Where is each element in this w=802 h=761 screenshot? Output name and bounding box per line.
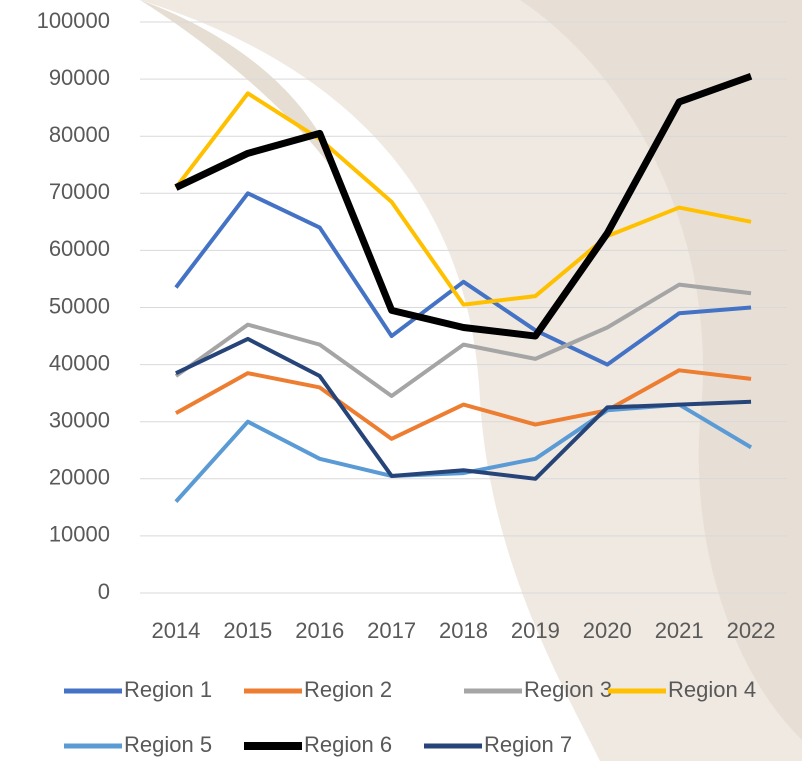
legend-label: Region 7 bbox=[484, 732, 572, 757]
y-tick-label: 40000 bbox=[49, 350, 110, 375]
line-series bbox=[174, 368, 752, 441]
x-tick-label: 2015 bbox=[223, 618, 272, 643]
x-tick-label: 2016 bbox=[295, 618, 344, 643]
y-tick-label: 90000 bbox=[49, 65, 110, 90]
y-tick-label: 60000 bbox=[49, 236, 110, 261]
y-tick-label: 50000 bbox=[49, 293, 110, 318]
line-series bbox=[174, 191, 752, 367]
legend-label: Region 2 bbox=[304, 677, 392, 702]
y-tick-label: 30000 bbox=[49, 408, 110, 433]
line-series bbox=[174, 282, 752, 399]
y-tick-label: 100000 bbox=[37, 8, 110, 33]
x-tick-label: 2014 bbox=[151, 618, 200, 643]
x-tick-label: 2017 bbox=[367, 618, 416, 643]
y-tick-label: 10000 bbox=[49, 522, 110, 547]
x-tick-label: 2018 bbox=[439, 618, 488, 643]
x-tick-label: 2022 bbox=[727, 618, 776, 643]
x-tick-label: 2019 bbox=[511, 618, 560, 643]
x-tick-label: 2020 bbox=[583, 618, 632, 643]
x-tick-label: 2021 bbox=[655, 618, 704, 643]
line-series bbox=[174, 91, 752, 307]
legend-label: Region 4 bbox=[668, 677, 756, 702]
legend-label: Region 5 bbox=[124, 732, 212, 757]
legend-label: Region 6 bbox=[304, 732, 392, 757]
background-swirl bbox=[520, 0, 802, 740]
legend-label: Region 1 bbox=[124, 677, 212, 702]
legend-label: Region 3 bbox=[524, 677, 612, 702]
line-series bbox=[175, 336, 752, 481]
background-shape bbox=[140, 0, 802, 761]
y-tick-label: 70000 bbox=[49, 179, 110, 204]
line-series bbox=[174, 72, 753, 340]
y-tick-label: 0 bbox=[98, 579, 110, 604]
y-tick-label: 20000 bbox=[49, 465, 110, 490]
y-tick-label: 80000 bbox=[49, 122, 110, 147]
